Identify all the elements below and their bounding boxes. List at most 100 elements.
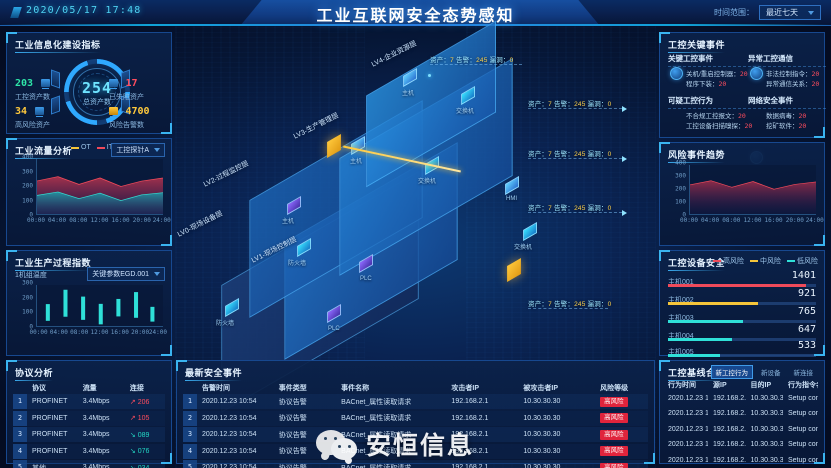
kpi-label-ot-assets: 工控资产数 [15, 94, 50, 101]
legend-it: IT [96, 144, 113, 151]
node-switch-3[interactable] [520, 222, 540, 241]
time-range-control[interactable]: 时间范围： 最近七天 [714, 5, 821, 20]
devsec-row-3[interactable]: 主机003 765 [668, 306, 816, 323]
table-row[interactable]: 3 2020.12.23 10:54 协议告警 BACnet_属性读取请求 19… [183, 427, 648, 442]
trend-up-icon: ↗ [129, 398, 136, 406]
trend-x-axis: 00:00 04:00 08:00 12:00 16:00 20:00 24:0… [679, 217, 824, 224]
table-row[interactable]: 2020.12.23 10:54 192.168.2.1 10.30.30.30… [668, 425, 818, 433]
devsec-row-5[interactable]: 主机005 533 [668, 340, 816, 357]
node-host-1[interactable] [400, 68, 420, 87]
chevron-down-icon [154, 148, 160, 152]
col-behavior-time: 行为时间 [668, 382, 696, 389]
time-range-select[interactable]: 最近七天 [759, 5, 821, 20]
total-asset-label: 总资产数 [83, 99, 111, 106]
time-range-value: 最近七天 [766, 8, 798, 17]
status-badge: 高风险 [600, 413, 628, 423]
process-subtitle: 1机组温度 [15, 272, 47, 279]
monitor-icon [34, 107, 44, 117]
layer-label-lv0: LV0-现场设备层 [176, 210, 224, 239]
tab-new-device[interactable]: 新设备 [761, 370, 781, 377]
hand-icon [750, 67, 763, 80]
process-param-select[interactable]: 关键参数EGD.001 [87, 267, 165, 281]
table-row[interactable]: 3 PROFINET 3.4Mbps ↘ 089 [13, 427, 165, 442]
devsec-row-4[interactable]: 主机004 647 [668, 324, 816, 341]
progress-track [668, 354, 816, 357]
kpi-value-risk-alarms: 4700 [125, 106, 150, 117]
node-plc-2[interactable] [324, 304, 344, 323]
key-event-group-abnormal-comm[interactable]: 异常工控通信 非法控制指令：20 异常通信关系：20 [748, 53, 826, 89]
progress-track [668, 338, 816, 341]
table-row[interactable]: 1 PROFINET 3.4Mbps ↗ 206 [13, 394, 165, 409]
node-label-11: PLC [328, 326, 340, 332]
flow-probe-select[interactable]: 工控探针A [111, 143, 165, 157]
switch-icon [523, 222, 537, 241]
gauge-ring-dashed [78, 73, 116, 111]
table-row[interactable]: 4 2020.12.23 10:54 协议告警 BACnet_属性读取请求 19… [183, 443, 648, 459]
status-badge: 高风险 [600, 396, 628, 407]
node-label-1: 主机 [402, 91, 415, 97]
badge-leader-3 [528, 158, 622, 159]
table-row[interactable]: 2 PROFINET 3.4Mbps ↗ 105 [13, 410, 165, 426]
node-hmi[interactable] [502, 176, 522, 195]
table-row[interactable]: 1 2020.12.23 10:54 协议告警 BACnet_属性读取请求 19… [183, 394, 648, 409]
node-label-6: HMI [506, 196, 517, 202]
table-row[interactable]: 4 PROFINET 3.4Mbps ↘ 076 [13, 443, 165, 459]
tab-new-ics-behavior[interactable]: 新工控行为 [710, 365, 753, 379]
panel-title-process: 工业生产过程指数 [15, 258, 92, 271]
kpi-gauge-area: 254 总资产数 203 工控资产数 34 高风险资产 17 已失陷资产 [7, 51, 173, 135]
progress-track [668, 302, 816, 305]
trend-series-svg [689, 180, 817, 214]
col-time: 告警时间 [202, 384, 230, 392]
flow-y-axis: 0 100 200 300 400 [22, 153, 33, 219]
table-row[interactable]: 2020.12.23 10:54 192.168.2.1 10.30.30.30… [668, 456, 818, 464]
table-row[interactable]: 2020.12.23 10:54 192.168.2.1 10.30.30.30… [668, 410, 818, 417]
progress-track [668, 320, 816, 323]
process-x-axis: 00:00 04:00 08:00 12:00 16:00 20:00 24:0… [29, 329, 167, 336]
layer-stat-badge-3: 资产：7 告警：245 漏洞：0 [528, 151, 612, 158]
table-row[interactable]: 5 其他 3.4Mbps ↘ 034 [13, 460, 165, 468]
node-label-4: 交换机 [418, 179, 437, 185]
flow-series-svg [36, 176, 164, 214]
progress-track [668, 284, 816, 287]
node-plc-1[interactable] [356, 254, 376, 273]
tab-new-connection[interactable]: 新连接 [793, 370, 814, 377]
trend-down-icon: ↘ [129, 448, 136, 455]
status-badge: 高风险 [600, 429, 628, 440]
devsec-row-2[interactable]: 主机002 921 [668, 288, 816, 305]
node-firewall-2[interactable] [222, 298, 242, 317]
status-badge: 高风险 [600, 462, 628, 468]
legend-low-risk: 低风险 [787, 256, 818, 266]
node-firewall-1[interactable] [294, 238, 314, 257]
node-label-5: 主机 [282, 219, 295, 225]
table-row[interactable]: 5 2020.12.23 10:54 协议告警 BACnet_属性读取请求 19… [183, 460, 648, 468]
panel-protocol-analysis: 协议分析 协议 流量 连接 1 PROFINET 3.4Mbps ↗ 206 2… [6, 360, 172, 468]
monitor-icon [109, 79, 118, 89]
kpi-label-high-risk: 高风险资产 [15, 122, 50, 129]
badge-leader-1 [430, 64, 522, 65]
trend-up-icon: ↗ [129, 415, 136, 422]
badge-arrow-3 [622, 156, 627, 162]
latest-events-table: 告警时间 事件类型 事件名称 攻击者IP 被攻击者IP 风险等级 1 2020.… [183, 381, 648, 468]
key-event-group-critical[interactable]: 关键工控事件 关机/重启控制器：20 程序下装：20 [668, 54, 748, 88]
layer-label-lv4: LV4-企业资源层 [370, 40, 418, 69]
protocol-table: 协议 流量 连接 1 PROFINET 3.4Mbps ↗ 206 2 PROF… [13, 381, 165, 468]
panel-traffic-analysis: 工业流量分析 OT IT 工控探针A 0 100 200 300 400 [6, 138, 172, 246]
chevron-down-icon [808, 10, 814, 15]
total-asset-gauge: 254 总资产数 [64, 59, 130, 125]
status-badge: 高风险 [600, 446, 628, 456]
table-row[interactable]: 2020.12.23 10:54 192.168.2.1 10.30.30.30… [668, 441, 818, 448]
table-row[interactable]: 2 2020.12.23 10:54 协议告警 BACnet_属性读取请求 19… [183, 410, 648, 426]
header-ribbon [240, 0, 600, 26]
key-event-group-netsec[interactable]: 网络安全事件 数据病毒：20 挖矿软件：20 [748, 95, 826, 164]
key-event-group-suspicious[interactable]: 可疑工控行为 不合规工控报文：20 工控设备扫描嗅探：20 [668, 95, 752, 164]
flow-probe-value: 工控探针A [116, 147, 149, 154]
node-switch-1[interactable] [458, 86, 478, 105]
gauge-ring-inner [73, 68, 121, 116]
table-row[interactable]: 2020.12.23 10:54 192.168.2.1 10.30.30.30… [668, 394, 818, 402]
badge-leader-5 [528, 308, 608, 309]
devsec-row-1[interactable]: 主机001 1401 [668, 270, 816, 287]
page-title: 工业互联网安全态势感知 [316, 8, 515, 25]
node-host-3[interactable] [284, 196, 304, 215]
panel-informatization-kpi: 工业信息化建设指标 254 总资产数 203 工控资产数 34 高风险资产 [6, 32, 172, 134]
